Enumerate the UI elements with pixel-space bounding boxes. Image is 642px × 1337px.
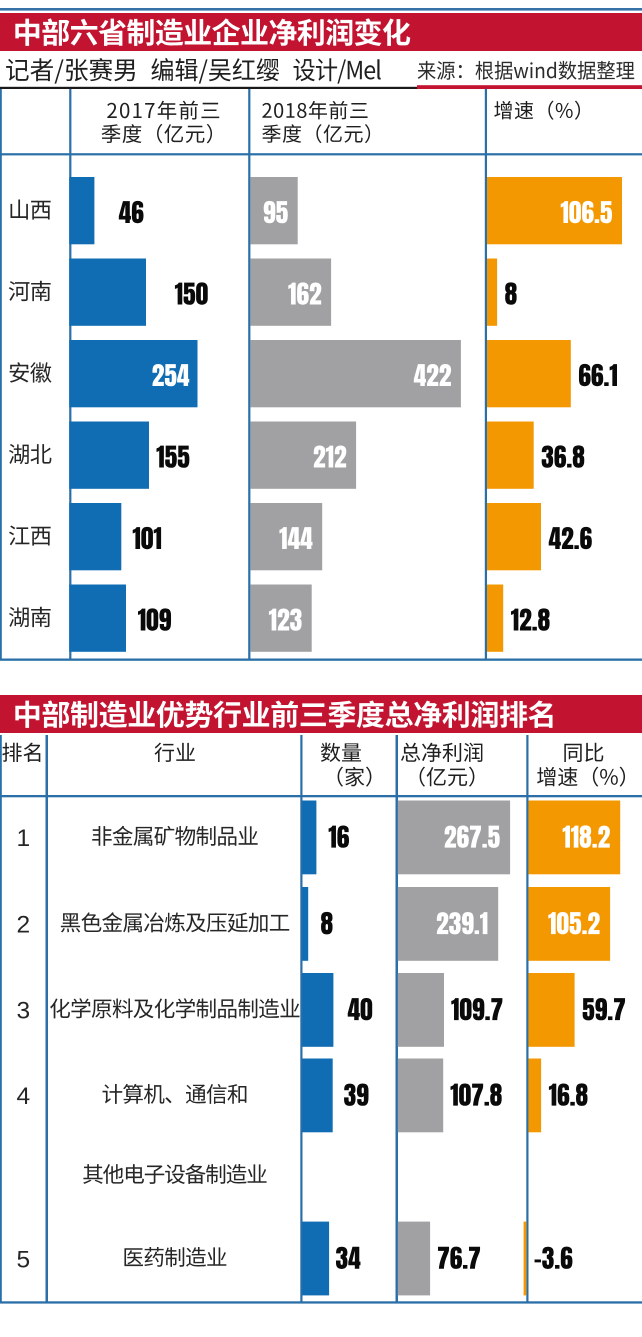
svg-text:5: 5 xyxy=(16,1246,30,1273)
svg-text:1: 1 xyxy=(16,825,30,852)
svg-text:4: 4 xyxy=(16,1083,30,1110)
svg-text:2: 2 xyxy=(16,912,30,939)
svg-text:3: 3 xyxy=(16,998,30,1025)
